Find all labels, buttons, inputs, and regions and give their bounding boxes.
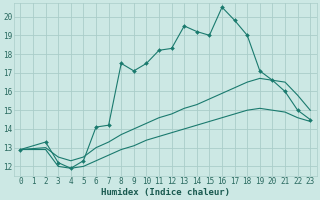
X-axis label: Humidex (Indice chaleur): Humidex (Indice chaleur) (101, 188, 230, 197)
